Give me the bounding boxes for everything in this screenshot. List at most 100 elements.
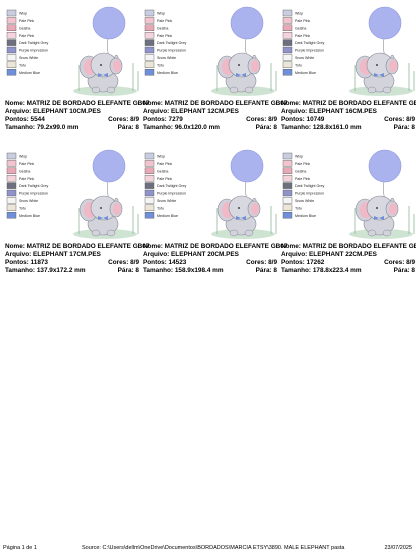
color-swatch bbox=[6, 167, 17, 174]
design-cell: Wisp Pale Pink Geisha Pale Pink Dark Twiligh… bbox=[143, 5, 288, 145]
color-name: Dark Twilight Grey bbox=[19, 41, 48, 45]
art-shape bbox=[229, 86, 239, 94]
color-swatch bbox=[144, 17, 155, 24]
color-name: Dark Twilight Grey bbox=[19, 184, 48, 188]
art-shape bbox=[238, 207, 240, 209]
art-shape bbox=[251, 203, 259, 215]
elephant-art bbox=[73, 6, 139, 96]
design-cell: Wisp Pale Pink Geisha Pale Pink Dark Twiligh… bbox=[281, 5, 416, 145]
elephant-art bbox=[349, 6, 415, 96]
color-name: Pale Pink bbox=[19, 162, 34, 166]
color-swatch bbox=[6, 54, 17, 61]
color-name: Purple Impression bbox=[157, 49, 186, 53]
color-name: Snow White bbox=[157, 56, 176, 60]
elephant-art bbox=[211, 149, 277, 239]
color-swatch bbox=[282, 175, 293, 182]
elephant-art bbox=[349, 149, 415, 239]
file-name: Arquivo: ELEPHANT 12CM.PES bbox=[143, 108, 239, 115]
color-name: Purple Impression bbox=[19, 192, 48, 196]
design-name: Nome: MATRIZ DE BORDADO ELEFANTE GB07 bbox=[143, 100, 288, 107]
art-shape bbox=[113, 203, 121, 215]
color-name: Geisha bbox=[19, 169, 30, 173]
art-shape bbox=[113, 60, 121, 72]
color-swatch bbox=[282, 9, 293, 17]
color-name: Pale Pink bbox=[295, 177, 310, 181]
color-swatch bbox=[6, 9, 17, 17]
design-cell: Wisp Pale Pink Geisha Pale Pink Dark Twiligh… bbox=[5, 5, 149, 145]
color-swatch bbox=[282, 32, 293, 39]
stop-count: Pára: 8 bbox=[255, 124, 277, 131]
art-shape bbox=[244, 86, 254, 94]
art-shape bbox=[106, 86, 116, 94]
color-name: Dark Twilight Grey bbox=[157, 41, 186, 45]
art-shape bbox=[100, 207, 102, 209]
art-shape bbox=[374, 216, 384, 220]
design-preview: Wisp Pale Pink Geisha Pale Pink Dark Twiligh… bbox=[144, 6, 277, 96]
color-swatch bbox=[6, 197, 17, 204]
color-name: Wisp bbox=[295, 155, 303, 159]
art-shape bbox=[230, 6, 264, 40]
info-row: Pontos: 14523 Cores: 8/9 bbox=[143, 259, 281, 267]
art-shape bbox=[251, 60, 259, 72]
color-swatch bbox=[144, 9, 155, 17]
color-swatch bbox=[144, 160, 155, 167]
color-swatch bbox=[144, 204, 155, 211]
color-name: Geisha bbox=[295, 26, 306, 30]
info-row: Pontos: 17262 Cores: 8/9 bbox=[281, 259, 416, 267]
color-swatch bbox=[282, 39, 293, 46]
color-name: Snow White bbox=[295, 199, 314, 203]
color-swatch bbox=[282, 152, 293, 160]
color-count: Cores: 8/9 bbox=[384, 259, 415, 266]
color-swatch bbox=[282, 61, 293, 68]
color-name: Dark Twilight Grey bbox=[295, 184, 324, 188]
color-swatch bbox=[282, 211, 293, 219]
color-name: Tofu bbox=[295, 206, 302, 210]
info-row: Pontos: 5544 Cores: 8/9 bbox=[5, 116, 143, 124]
color-name: Tofu bbox=[295, 63, 302, 67]
design-info: Nome: MATRIZ DE BORDADO ELEFANTE GB07 Arq… bbox=[281, 100, 416, 132]
color-count: Cores: 8/9 bbox=[108, 259, 139, 266]
color-name: Pale Pink bbox=[157, 19, 172, 23]
color-name: Medium Blue bbox=[19, 71, 40, 75]
art-shape bbox=[106, 229, 116, 237]
color-swatch bbox=[6, 189, 17, 197]
color-swatch bbox=[282, 54, 293, 61]
stitch-count: Pontos: 14523 bbox=[143, 259, 187, 266]
color-swatch bbox=[282, 68, 293, 76]
design-info: Nome: MATRIZ DE BORDADO ELEFANTE GB07 Arq… bbox=[281, 243, 416, 275]
file-name: Arquivo: ELEPHANT 16CM.PES bbox=[281, 108, 377, 115]
file-name: Arquivo: ELEPHANT 20CM.PES bbox=[143, 251, 239, 258]
color-name: Pale Pink bbox=[157, 162, 172, 166]
art-shape bbox=[368, 6, 402, 40]
color-name: Wisp bbox=[157, 155, 165, 159]
source-path: Source: C:\Users\dellm\OneDrive\Document… bbox=[82, 545, 345, 551]
art-shape bbox=[92, 6, 126, 40]
color-swatch bbox=[6, 182, 17, 189]
color-name: Tofu bbox=[157, 206, 164, 210]
color-name: Snow White bbox=[295, 56, 314, 60]
color-name: Pale Pink bbox=[19, 34, 34, 38]
color-name: Purple Impression bbox=[295, 49, 324, 53]
design-name: Nome: MATRIZ DE BORDADO ELEFANTE GB07 bbox=[143, 243, 288, 250]
color-name: Tofu bbox=[157, 63, 164, 67]
info-row: Tamanho: 158.9x198.4 mm Pára: 8 bbox=[143, 267, 281, 275]
design-size: Tamanho: 128.8x161.0 mm bbox=[281, 124, 362, 131]
color-name: Pale Pink bbox=[19, 19, 34, 23]
stop-count: Pára: 8 bbox=[117, 267, 139, 274]
color-name: Tofu bbox=[19, 63, 26, 67]
color-swatch bbox=[6, 46, 17, 54]
color-swatch bbox=[144, 68, 155, 76]
art-shape bbox=[92, 149, 126, 183]
print-date: 23/07/2025 bbox=[384, 545, 412, 551]
color-name: Geisha bbox=[157, 169, 168, 173]
stop-count: Pára: 8 bbox=[255, 267, 277, 274]
color-swatch bbox=[6, 204, 17, 211]
art-shape bbox=[368, 149, 402, 183]
color-swatch bbox=[282, 46, 293, 54]
art-shape bbox=[389, 60, 397, 72]
color-swatch bbox=[144, 24, 155, 31]
color-swatch bbox=[282, 24, 293, 31]
color-swatch bbox=[6, 24, 17, 31]
design-info: Nome: MATRIZ DE BORDADO ELEFANTE GB07 Arq… bbox=[5, 100, 149, 132]
